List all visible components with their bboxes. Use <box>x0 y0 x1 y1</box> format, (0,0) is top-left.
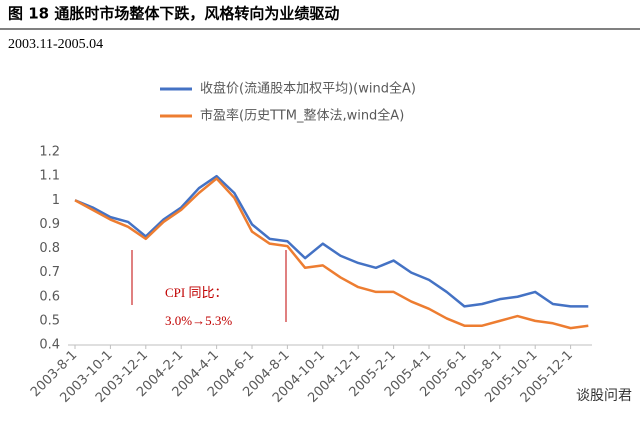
watermark: 谈股问君 <box>576 388 632 404</box>
y-tick-label: 0.4 <box>39 338 60 353</box>
y-tick-label: 1 <box>52 193 60 208</box>
legend-label: 收盘价(流通股本加权平均)(wind全A) <box>200 81 416 97</box>
annotation: 3.0%→5.3% <box>165 313 232 328</box>
y-tick-label: 1.1 <box>39 169 60 184</box>
series-line <box>74 174 589 308</box>
y-tick-label: 0.9 <box>39 217 60 232</box>
y-tick-label: 0.7 <box>39 265 60 280</box>
y-tick-label: 0.5 <box>39 313 60 328</box>
annotation: CPI 同比： <box>165 285 227 300</box>
y-tick-label: 1.2 <box>39 145 60 160</box>
chart-title: 图 18 通胀时市场整体下跌，风格转向为业绩驱动 <box>8 5 339 23</box>
y-tick-label: 0.8 <box>39 241 60 256</box>
y-tick-label: 0.6 <box>39 289 60 304</box>
subtitle: 2003.11-2005.04 <box>8 37 103 52</box>
legend-label: 市盈率(历史TTM_整体法,wind全A) <box>200 108 404 124</box>
series-line <box>74 177 589 330</box>
